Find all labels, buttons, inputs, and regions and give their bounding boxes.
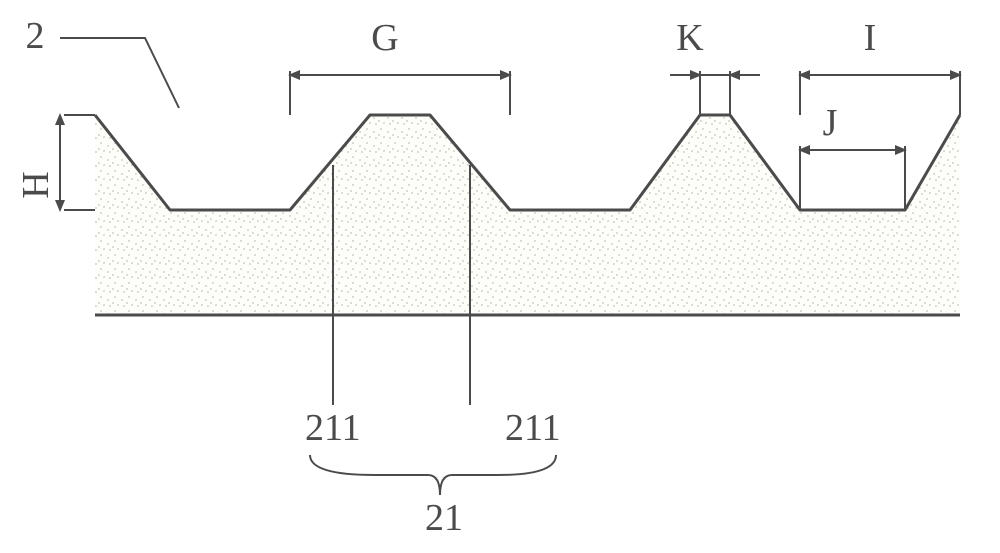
label-21: 21 bbox=[425, 497, 463, 539]
cross-section-fill bbox=[95, 115, 960, 315]
label-211-b: 211 bbox=[505, 407, 561, 449]
label-211-a: 211 bbox=[305, 407, 361, 449]
leader-2 bbox=[60, 38, 179, 108]
label-H: H bbox=[15, 171, 57, 198]
label-J: J bbox=[823, 102, 838, 144]
label-I: I bbox=[864, 17, 877, 59]
label-K: K bbox=[676, 17, 704, 59]
label-2: 2 bbox=[26, 15, 45, 57]
label-G: G bbox=[371, 17, 398, 59]
brace-21 bbox=[310, 455, 556, 495]
